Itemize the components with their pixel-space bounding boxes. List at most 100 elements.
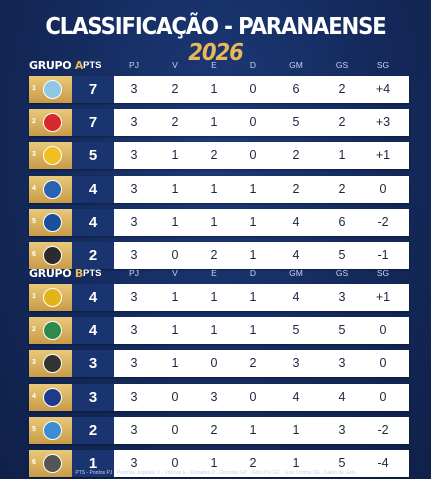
column-header-d: D — [249, 268, 257, 278]
cell-gs: 5 — [338, 456, 346, 470]
group-label: GRUPO B — [29, 267, 83, 280]
cell-v: 1 — [171, 290, 179, 304]
cell-e: 1 — [210, 215, 218, 229]
cell-sg: -4 — [377, 456, 389, 470]
position-number: 1 — [32, 293, 36, 300]
cell-pj: 3 — [130, 456, 138, 470]
cell-gs: 3 — [338, 356, 346, 370]
cell-d: 1 — [249, 423, 257, 437]
team-crest-icon — [43, 246, 62, 265]
position-number: 5 — [32, 218, 36, 225]
cell-e: 1 — [210, 115, 218, 129]
cell-gs: 3 — [338, 423, 346, 437]
table-row: 6 1 3 0 1 2 1 5 -4 — [29, 450, 409, 477]
column-header-gs: GS — [335, 268, 349, 278]
title-year: 2026 — [188, 40, 244, 66]
cell-sg: 0 — [379, 182, 387, 196]
cell-sg: -1 — [377, 248, 389, 262]
cell-e: 1 — [210, 323, 218, 337]
cell-e: 2 — [210, 423, 218, 437]
cell-gs: 5 — [338, 323, 346, 337]
table-row: 5 4 3 1 1 1 4 6 -2 — [29, 209, 409, 236]
page-title: CLASSIFICAÇÃO - PARANAENSE 2026 — [17, 14, 414, 66]
cell-gm: 4 — [292, 290, 300, 304]
table-row: 3 3 3 1 0 2 3 3 0 — [29, 350, 409, 377]
cell-e: 1 — [210, 82, 218, 96]
table-row: 3 5 3 1 2 0 2 1 +1 — [29, 142, 409, 169]
table-row: 2 7 3 2 1 0 5 2 +3 — [29, 109, 409, 136]
cell-sg: +4 — [375, 82, 391, 96]
points-value: 4 — [72, 209, 114, 236]
column-header-v: V — [172, 60, 178, 70]
group-letter: A — [74, 58, 84, 72]
table-row: 1 4 3 1 1 1 4 3 +1 — [29, 284, 409, 311]
cell-sg: 0 — [379, 390, 387, 404]
team-crest-icon — [43, 288, 62, 307]
points-value: 3 — [72, 384, 114, 411]
cell-pj: 3 — [130, 82, 138, 96]
cell-sg: +1 — [375, 290, 391, 304]
cell-pj: 3 — [130, 148, 138, 162]
cell-d: 1 — [249, 182, 257, 196]
cell-v: 2 — [171, 82, 179, 96]
points-value: 4 — [72, 284, 114, 311]
points-value: 1 — [72, 450, 114, 477]
cell-e: 2 — [210, 148, 218, 162]
column-header-e: E — [211, 60, 217, 70]
cell-v: 1 — [171, 323, 179, 337]
cell-v: 0 — [171, 248, 179, 262]
points-value: 2 — [72, 242, 114, 269]
position-number: 3 — [32, 151, 36, 158]
cell-d: 0 — [249, 82, 257, 96]
cell-pj: 3 — [130, 215, 138, 229]
cell-e: 1 — [210, 290, 218, 304]
cell-pj: 3 — [130, 290, 138, 304]
cell-v: 0 — [171, 423, 179, 437]
cell-d: 0 — [249, 115, 257, 129]
cell-gm: 4 — [292, 215, 300, 229]
cell-d: 1 — [249, 290, 257, 304]
points-value: 7 — [72, 76, 114, 103]
cell-v: 0 — [171, 456, 179, 470]
team-crest-icon — [43, 213, 62, 232]
cell-e: 1 — [210, 456, 218, 470]
group-header-a: GRUPO A PTS PJ V E D GM GS SG — [29, 56, 409, 74]
cell-gm: 4 — [292, 248, 300, 262]
cell-e: 1 — [210, 182, 218, 196]
column-header-pj: PJ — [129, 268, 139, 278]
cell-gm: 3 — [292, 356, 300, 370]
position-number: 4 — [32, 393, 36, 400]
column-header-sg: SG — [376, 268, 390, 278]
column-header-gm: GM — [289, 60, 303, 70]
cell-sg: +3 — [375, 115, 391, 129]
table-row: 6 2 3 0 2 1 4 5 -1 — [29, 242, 409, 269]
team-crest-icon — [43, 80, 62, 99]
cell-sg: 0 — [379, 356, 387, 370]
cell-sg: +1 — [375, 148, 391, 162]
points-value: 5 — [72, 142, 114, 169]
table-row: 5 2 3 0 2 1 1 3 -2 — [29, 417, 409, 444]
position-number: 6 — [32, 459, 36, 466]
column-header-v: V — [172, 268, 178, 278]
cell-gm: 1 — [292, 456, 300, 470]
title-main: CLASSIFICAÇÃO - PARANAENSE — [45, 14, 386, 40]
cell-sg: 0 — [379, 323, 387, 337]
position-number: 4 — [32, 185, 36, 192]
cell-sg: -2 — [377, 215, 389, 229]
position-number: 6 — [32, 251, 36, 258]
cell-v: 1 — [171, 148, 179, 162]
position-number: 1 — [32, 85, 36, 92]
cell-gs: 6 — [338, 215, 346, 229]
column-header-gm: GM — [289, 268, 303, 278]
group-label: GRUPO A — [29, 59, 83, 72]
table-row: 4 3 3 0 3 0 4 4 0 — [29, 384, 409, 411]
column-header-pj: PJ — [129, 60, 139, 70]
position-number: 5 — [32, 426, 36, 433]
column-header-d: D — [249, 60, 257, 70]
cell-v: 1 — [171, 356, 179, 370]
group-label-text: GRUPO — [29, 266, 72, 280]
group-letter: B — [74, 266, 83, 280]
points-value: 3 — [72, 350, 114, 377]
points-value: 4 — [72, 317, 114, 344]
points-value: 7 — [72, 109, 114, 136]
